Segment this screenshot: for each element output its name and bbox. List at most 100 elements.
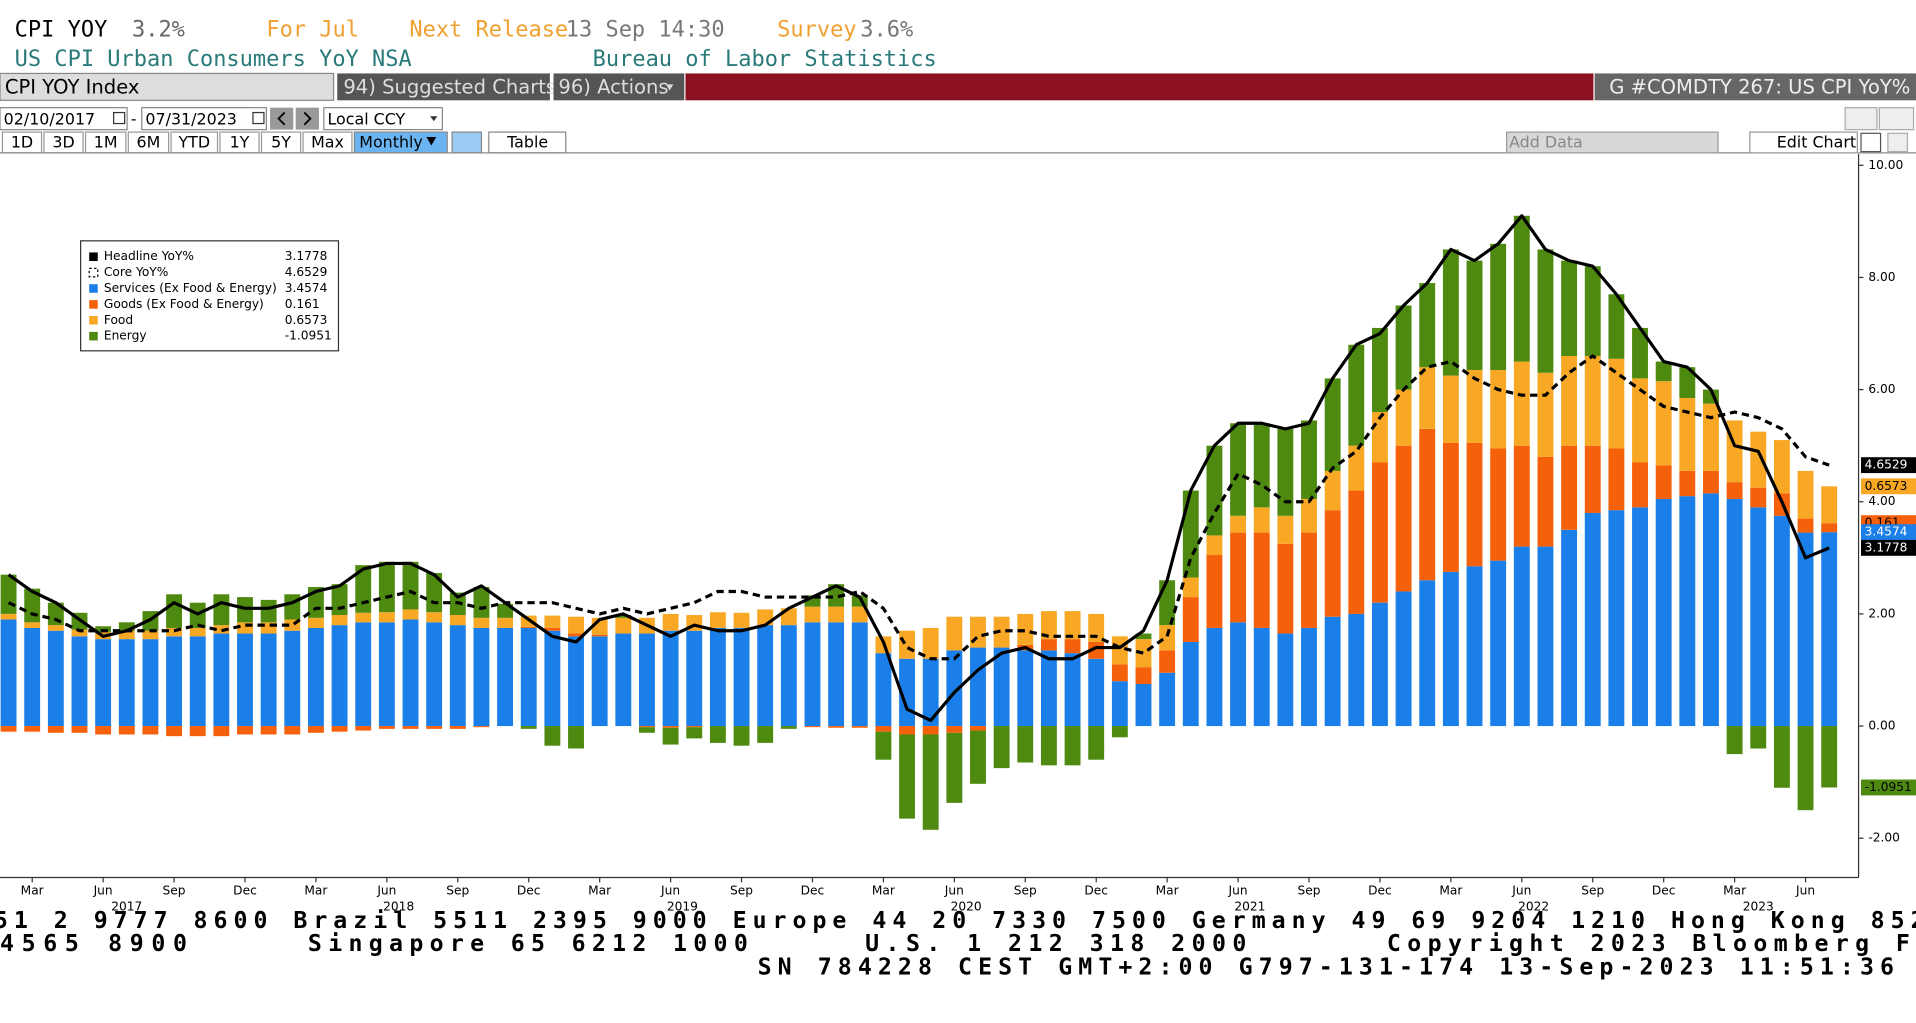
add-data[interactable]: Add Data: [1509, 133, 1583, 152]
calendar-icon[interactable]: [252, 111, 265, 125]
settings-icon[interactable]: [1887, 132, 1909, 153]
currency[interactable]: Local CCY: [327, 109, 405, 128]
bar: [780, 625, 797, 727]
next-button[interactable]: [295, 107, 319, 130]
bar: [1348, 445, 1365, 491]
bar: [639, 727, 655, 733]
bar: [946, 732, 963, 803]
legend-swatch: [89, 331, 98, 341]
bar: [1206, 535, 1223, 556]
bar: [851, 622, 868, 727]
actions-button[interactable]: [553, 73, 685, 101]
bar: [1797, 726, 1814, 811]
actions[interactable]: 96) Actions: [558, 76, 668, 99]
suggested[interactable]: 94) Suggested Charts: [343, 76, 556, 99]
bar: [899, 630, 915, 659]
bar: [1655, 498, 1672, 727]
bar: [166, 726, 183, 737]
bar: [95, 726, 112, 735]
bar: [95, 639, 112, 727]
value-tag-label: 0.6573: [1865, 479, 1908, 493]
subtitle: US CPI Urban Consumers YoY NSA: [15, 47, 412, 72]
bar: [1419, 428, 1436, 581]
range-label[interactable]: 6M: [137, 133, 161, 152]
next-release-label: Next Release: [409, 18, 568, 43]
undo-button[interactable]: [1844, 107, 1878, 131]
bar: [1182, 577, 1199, 598]
bar: [733, 612, 750, 628]
bar: [828, 622, 845, 727]
range-label[interactable]: 1Y: [230, 133, 250, 152]
legend-value: 0.161: [285, 297, 320, 311]
range-label[interactable]: 1D: [11, 133, 33, 152]
bar: [1253, 627, 1270, 727]
chart-code: G #COMDTY 267: US CPI YoY%: [1609, 76, 1910, 99]
bar: [213, 726, 230, 737]
frequency[interactable]: Monthly: [359, 133, 423, 152]
range-label[interactable]: Max: [311, 133, 344, 152]
x-tick-label: Jun: [1795, 883, 1815, 897]
bar: [1395, 445, 1412, 592]
edit-chart[interactable]: Edit Chart: [1777, 133, 1856, 152]
bar: [1230, 622, 1247, 727]
security-box[interactable]: [0, 72, 335, 101]
bar: [1135, 684, 1152, 727]
end-date-box[interactable]: [141, 107, 267, 131]
range-label[interactable]: 1M: [94, 133, 118, 152]
bar: [851, 726, 868, 728]
start-date-box[interactable]: [0, 107, 128, 131]
bar: [1466, 260, 1483, 370]
chart-icon[interactable]: [1860, 132, 1882, 153]
bar: [946, 726, 963, 733]
legend-swatch: [89, 300, 98, 309]
bar: [709, 627, 726, 727]
bar: [118, 639, 135, 727]
bar: [1301, 627, 1317, 727]
suggested-button[interactable]: [337, 73, 550, 101]
bar: [875, 726, 892, 732]
redo-button[interactable]: [1878, 107, 1915, 131]
prev-button[interactable]: [270, 107, 294, 130]
security[interactable]: CPI YOY Index: [5, 76, 140, 99]
ticker: CPI YOY: [15, 18, 108, 43]
bar: [307, 617, 324, 628]
end-date[interactable]: 07/31/2023: [145, 109, 237, 128]
bar: [355, 612, 372, 623]
add-data-box[interactable]: [1506, 131, 1719, 154]
value-tag: [1861, 478, 1916, 495]
bar: [1182, 641, 1199, 727]
legend-swatch: [88, 267, 99, 278]
bar: [851, 606, 868, 623]
currency-box[interactable]: [323, 107, 443, 131]
bar: [260, 599, 277, 623]
line-style-button[interactable]: [451, 131, 483, 154]
bar: [1277, 428, 1294, 516]
bar: [1655, 361, 1672, 382]
bar: [355, 622, 372, 727]
range-label[interactable]: 3D: [52, 133, 74, 152]
bar: [1821, 486, 1838, 524]
edit-chart-button[interactable]: [1749, 131, 1858, 154]
x-tick-label: Mar: [304, 883, 328, 897]
bar: [804, 606, 821, 623]
bar: [993, 616, 1010, 648]
bar: [1253, 532, 1270, 628]
x-tick-label: Mar: [1439, 883, 1463, 897]
bar: [1561, 529, 1578, 727]
bar: [757, 625, 774, 727]
legend-label: Food: [104, 313, 133, 327]
range-label[interactable]: YTD: [177, 133, 210, 152]
table[interactable]: Table: [506, 133, 548, 152]
start-date[interactable]: 02/10/2017: [4, 109, 96, 128]
bar: [733, 726, 750, 746]
bar: [662, 726, 679, 728]
calendar-icon[interactable]: [113, 111, 126, 125]
year-label: 2019: [667, 899, 698, 913]
bar: [1513, 546, 1530, 727]
bar: [1064, 611, 1081, 640]
range-label[interactable]: 5Y: [271, 133, 291, 152]
y-tick-label: 6.00: [1868, 382, 1895, 396]
footer-line: U.S. 1 212 318 2000: [865, 930, 1246, 957]
bar: [189, 627, 206, 637]
bar: [1419, 283, 1436, 368]
